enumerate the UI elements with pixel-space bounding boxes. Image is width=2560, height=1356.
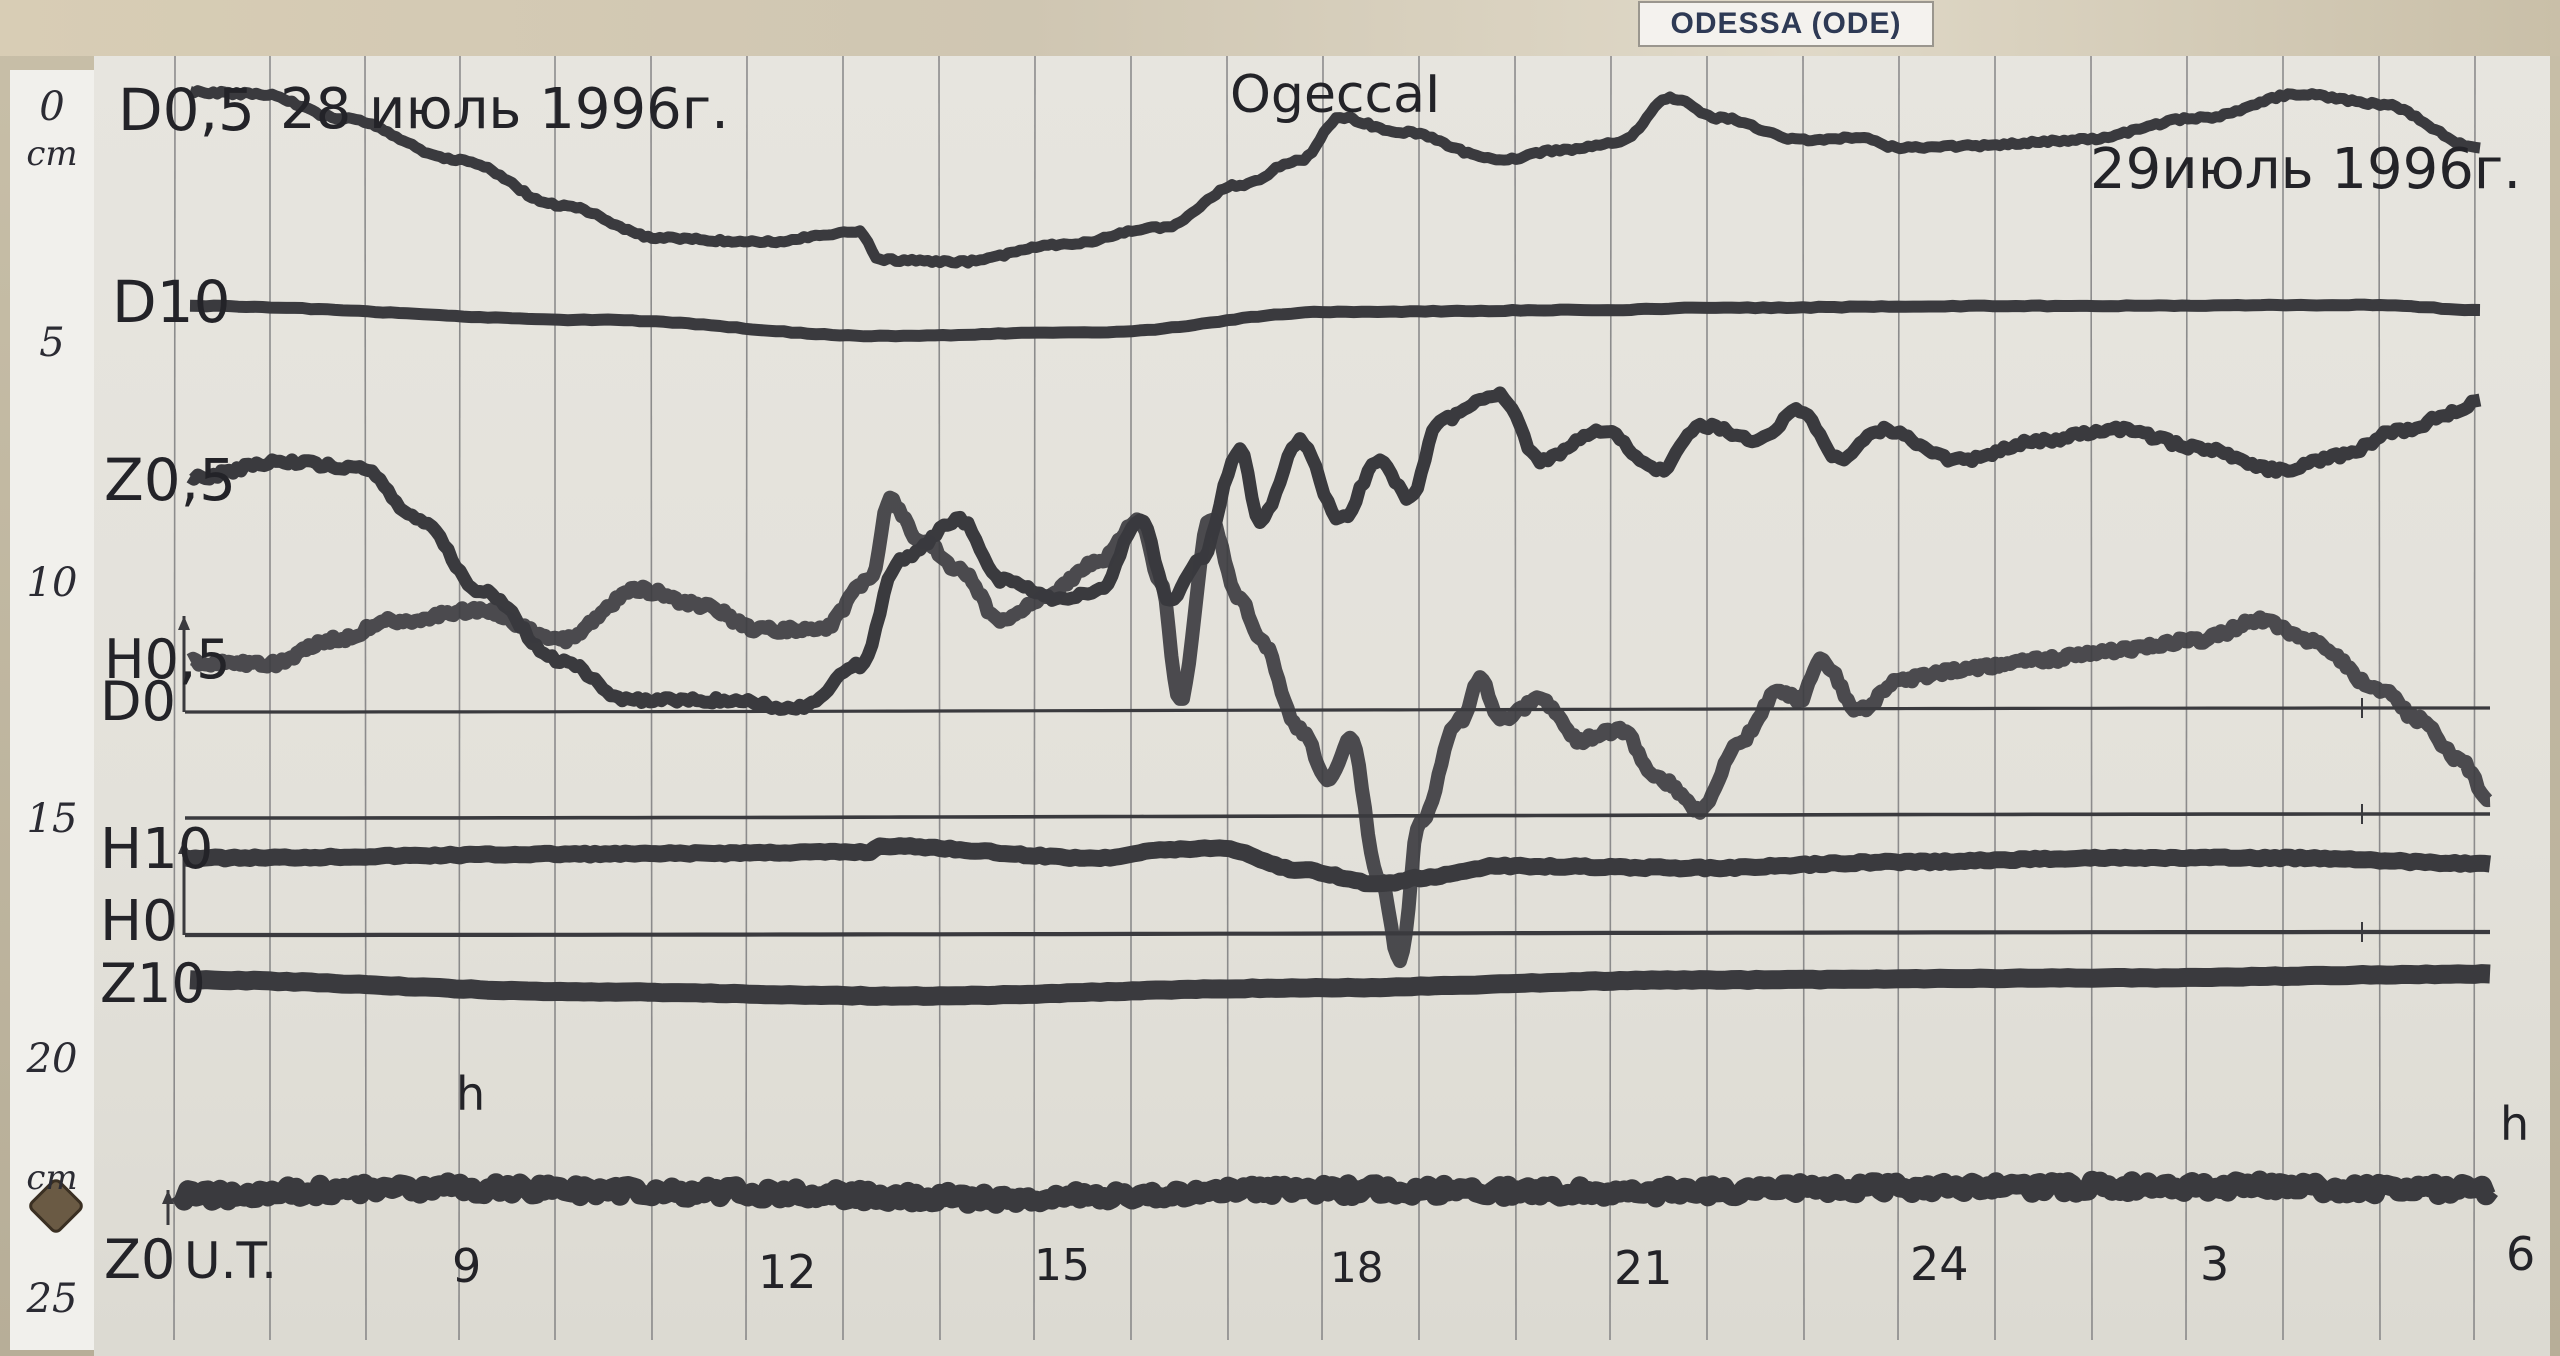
ruler-tick-15: 15 [26,796,78,842]
trace-d0 [185,706,2490,714]
trace-label-h0: H0 [100,889,178,954]
date-right: 29июль 1996г. [2090,137,2521,202]
ruler-tick-20: 20 [26,1036,78,1082]
hour-tick-15: 15 [1034,1240,1090,1291]
trace-d10 [189,298,2481,343]
trace-label-d0: D0 [100,670,176,733]
grid-line [2185,55,2188,1341]
trace-label-d10: D10 [112,268,230,336]
arrow-head-icon [162,1190,174,1204]
trace-z05 [186,386,2483,716]
grid-line [1226,55,1229,1341]
trace-label-z10: Z10 [100,952,206,1015]
grid-line [2473,55,2476,1341]
grid-line [1514,55,1517,1341]
ruler-tick-0: 0 [39,84,65,130]
hour-tick-24: 24 [1910,1237,1969,1291]
trace-z0 [171,1170,2498,1214]
ruler-tick-25: 25 [26,1276,78,1322]
time-axis-unit-right: h [2500,1097,2529,1151]
trace-h05 [186,490,2494,969]
record-title: OgeccaI [1230,65,1440,125]
trace-h0 [185,929,2490,938]
grid-line [2090,55,2093,1341]
trace-z10 [188,964,2492,1006]
grid-line [938,55,941,1341]
grid-line [173,55,176,1341]
arrow-head-icon [178,840,190,854]
hour-grid [173,55,2476,1341]
hour-tick-21: 21 [1614,1241,1673,1295]
ruler-tick-10: 10 [26,560,78,606]
time-axis-start: U.T. [184,1232,277,1290]
trace-label-h05: H0,5 [104,628,230,691]
grid-line [458,55,461,1341]
arrow-head-icon [178,616,190,630]
hour-tick-18: 18 [1330,1243,1383,1292]
trace-label-z05: Z0,5 [104,446,236,514]
top-strip [0,0,2560,56]
station-label: ODESSA (ODE) [1638,1,1934,47]
trace-base-15 [185,812,2490,820]
grid-line [1609,55,1612,1341]
trace-d05 [188,85,2482,269]
trace-label-z0: Z0 [104,1228,175,1291]
time-axis-unit-left: h [456,1067,485,1121]
grid-line [1033,55,1036,1341]
grid-line [1321,55,1324,1341]
date-left: 28 июль 1996г. [280,77,729,142]
ruler-unit-lower: cm [26,1158,78,1198]
hour-tick-12: 12 [758,1245,817,1299]
hour-tick-3: 3 [2200,1237,2229,1291]
ruler-tick-5: 5 [39,320,65,366]
hour-tick-9: 9 [452,1239,481,1293]
grid-line [1897,55,1900,1341]
trace-h10 [181,837,2494,893]
hour-tick-6: 6 [2506,1227,2535,1281]
magnetogram-traces [162,85,2498,1225]
ruler-unit-top: cm [26,134,78,174]
trace-label-d05: D0,5 [118,76,255,144]
trace-label-h10: H10 [100,817,213,882]
grid-line [364,55,367,1341]
